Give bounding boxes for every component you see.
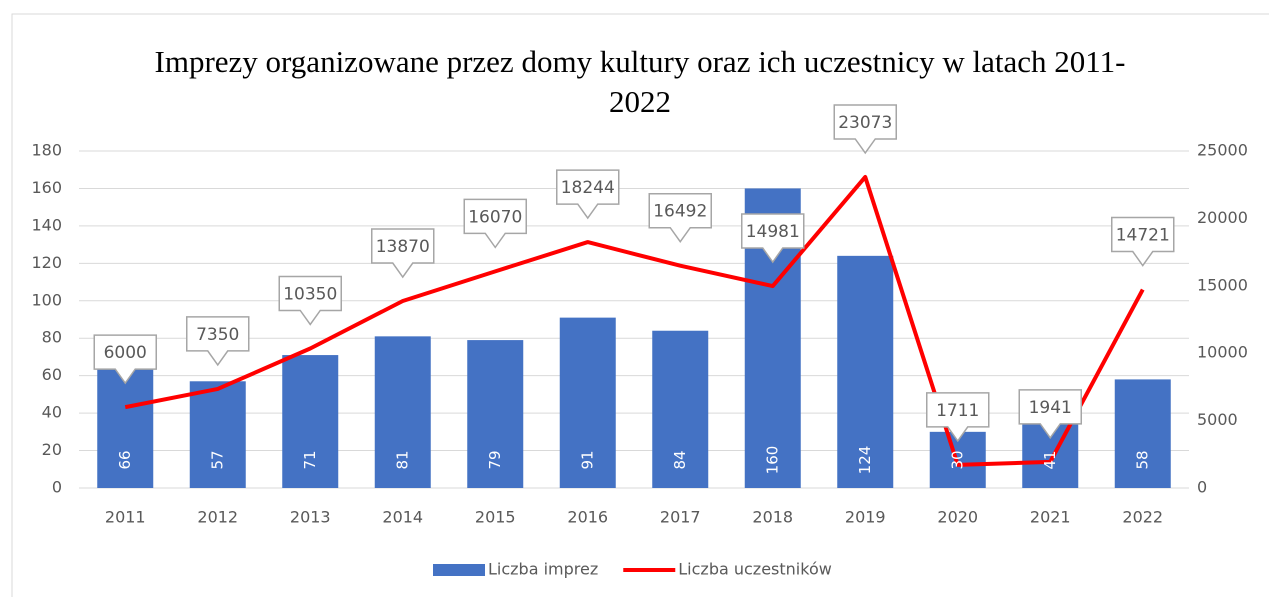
callout xyxy=(741,213,805,264)
line-value-label: 6000 xyxy=(104,343,147,363)
callout xyxy=(186,316,250,367)
bar-value-label: 81 xyxy=(393,450,411,469)
y-tick-label: 100 xyxy=(31,290,62,309)
line-value-label: 16070 xyxy=(468,207,522,227)
x-tick-label: 2011 xyxy=(105,508,146,527)
bar xyxy=(652,330,709,488)
callout xyxy=(926,392,990,443)
legend-swatch xyxy=(433,564,485,576)
bar-value-label: 30 xyxy=(948,450,966,469)
y2-tick-label: 25000 xyxy=(1197,141,1248,160)
callout xyxy=(371,228,435,279)
x-tick-label: 2019 xyxy=(845,508,886,527)
callout xyxy=(463,198,527,249)
y-tick-label: 160 xyxy=(31,178,62,197)
line-value-label: 14721 xyxy=(1116,226,1170,246)
bar xyxy=(282,355,339,488)
y-tick-label: 20 xyxy=(42,440,62,459)
legend-label: Liczba imprez xyxy=(488,560,598,579)
x-tick-label: 2014 xyxy=(382,508,423,527)
bar-value-label: 84 xyxy=(671,450,689,469)
y2-tick-label: 15000 xyxy=(1197,275,1248,294)
bar-value-label: 160 xyxy=(763,446,781,475)
callout xyxy=(833,104,897,155)
x-tick-label: 2022 xyxy=(1122,508,1163,527)
chart-title: Imprezy organizowane przez domy kultury … xyxy=(154,44,1126,119)
line-value-label: 1711 xyxy=(936,401,979,421)
line-value-label: 13870 xyxy=(376,237,430,257)
callout xyxy=(556,169,620,220)
callout xyxy=(278,275,342,326)
y2-tick-label: 20000 xyxy=(1197,208,1248,227)
bar-value-label: 79 xyxy=(486,450,504,469)
x-tick-label: 2021 xyxy=(1030,508,1071,527)
bar xyxy=(467,340,524,488)
line-value-label: 23073 xyxy=(838,113,892,133)
x-tick-label: 2017 xyxy=(660,508,701,527)
y-tick-label: 180 xyxy=(31,141,62,160)
line-value-label: 18244 xyxy=(561,178,615,198)
line xyxy=(124,174,1145,467)
line-value-label: 10350 xyxy=(283,284,337,304)
x-tick-label: 2018 xyxy=(752,508,793,527)
bar xyxy=(97,364,154,488)
callout xyxy=(1018,389,1082,440)
legend-label: Liczba uczestników xyxy=(678,560,832,579)
callout xyxy=(648,192,712,243)
bar-value-label: 124 xyxy=(856,446,874,475)
callout xyxy=(1111,216,1175,267)
bar xyxy=(374,336,431,488)
y2-tick-label: 10000 xyxy=(1197,343,1248,362)
y-tick-label: 80 xyxy=(42,328,62,347)
line-value-label: 7350 xyxy=(196,325,239,345)
bar xyxy=(189,381,246,488)
bar xyxy=(1114,379,1171,488)
bar xyxy=(837,255,894,488)
callout xyxy=(93,334,157,385)
y-tick-label: 60 xyxy=(42,365,62,384)
line-value-label: 1941 xyxy=(1029,398,1072,418)
y-tick-label: 120 xyxy=(31,253,62,272)
x-tick-label: 2013 xyxy=(290,508,331,527)
chart-frame xyxy=(11,13,1269,597)
x-tick-label: 2016 xyxy=(567,508,608,527)
y2-tick-label: 0 xyxy=(1197,478,1207,497)
y-tick-label: 140 xyxy=(31,215,62,234)
line-value-label: 16492 xyxy=(653,202,707,222)
x-tick-label: 2012 xyxy=(197,508,238,527)
bar xyxy=(559,317,616,488)
x-tick-label: 2015 xyxy=(475,508,516,527)
y-tick-label: 40 xyxy=(42,403,62,422)
bar-value-label: 91 xyxy=(578,450,596,469)
bar-value-label: 58 xyxy=(1133,450,1151,469)
bar-value-label: 66 xyxy=(116,450,134,469)
bar-value-label: 41 xyxy=(1041,450,1059,469)
x-tick-label: 2020 xyxy=(937,508,978,527)
bar-value-label: 57 xyxy=(208,450,226,469)
y2-tick-label: 5000 xyxy=(1197,410,1238,429)
line-value-label: 14981 xyxy=(746,222,800,242)
bar-value-label: 71 xyxy=(301,450,319,469)
y-tick-label: 0 xyxy=(52,478,62,497)
